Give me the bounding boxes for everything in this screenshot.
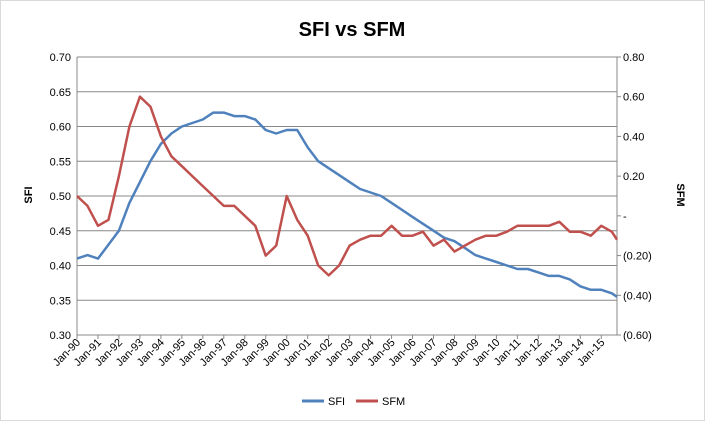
left-tick-label: 0.50 xyxy=(50,191,71,203)
right-tick-label: 0.80 xyxy=(623,52,644,64)
left-tick-label: 0.60 xyxy=(50,122,71,134)
left-tick-label: 0.40 xyxy=(50,261,71,273)
left-tick-label: 0.70 xyxy=(50,52,71,64)
left-axis-ticks: 0.30 0.35 0.40 0.45 0.50 0.55 0.60 0.65 0.70 xyxy=(50,52,71,342)
legend: SFI SFM xyxy=(302,396,405,408)
left-tick-label: 0.55 xyxy=(50,156,71,168)
left-axis-title: SFI xyxy=(23,186,35,203)
right-axis-ticks: (0.60) (0.40) (0.20) - 0.20 0.40 0.60 0.80 xyxy=(617,52,652,342)
right-tick-label: 0.60 xyxy=(623,92,644,104)
left-tick-label: 0.30 xyxy=(50,330,71,342)
right-tick-label: (0.40) xyxy=(623,290,652,302)
chart-title: SFI vs SFM xyxy=(299,19,406,41)
right-axis-title: SFM xyxy=(674,183,686,206)
gridlines xyxy=(77,56,617,336)
series-line-sfi xyxy=(76,111,618,298)
x-axis-ticks: Jan-90Jan-91Jan-92Jan-93Jan-94Jan-95Jan-… xyxy=(51,335,607,369)
left-tick-label: 0.35 xyxy=(50,295,71,307)
right-tick-label: (0.60) xyxy=(623,330,652,342)
right-tick-label: - xyxy=(623,211,627,223)
right-tick-label: 0.40 xyxy=(623,131,644,143)
legend-label-sfm: SFM xyxy=(382,396,405,408)
right-tick-label: (0.20) xyxy=(623,251,652,263)
left-tick-label: 0.65 xyxy=(50,87,71,99)
right-tick-label: 0.20 xyxy=(623,171,644,183)
legend-label-sfi: SFI xyxy=(328,396,345,408)
series-lines xyxy=(76,95,619,298)
series-line-sfm xyxy=(76,95,619,277)
left-tick-label: 0.45 xyxy=(50,226,71,238)
